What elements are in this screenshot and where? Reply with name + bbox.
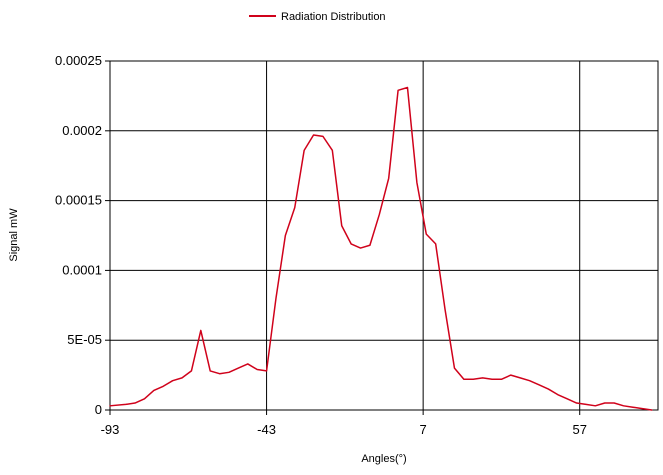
y-tick-label: 5E-05	[67, 332, 102, 347]
y-tick-label: 0	[95, 402, 102, 417]
plot-frame	[110, 61, 658, 410]
series-line-radiation-distribution	[110, 88, 652, 410]
y-axis: 0 5E-05 0.0001 0.00015 0.0002 0.00025	[55, 53, 110, 417]
x-axis-title: Angles(°)	[361, 453, 406, 465]
y-tick-label: 0.0001	[62, 262, 102, 277]
x-tick-label: 7	[420, 422, 427, 437]
x-tick-label: 57	[572, 422, 586, 437]
y-tick-label: 0.00025	[55, 53, 102, 68]
legend: Radiation Distribution	[249, 11, 386, 23]
y-tick-label: 0.0002	[62, 123, 102, 138]
legend-label: Radiation Distribution	[281, 11, 386, 23]
y-axis-title: Signal mW	[8, 208, 20, 262]
x-tick-label: -43	[257, 422, 276, 437]
x-axis: -93 -43 7 57	[101, 410, 587, 437]
y-tick-label: 0.00015	[55, 193, 102, 208]
series-layer	[110, 88, 652, 410]
grid	[110, 61, 658, 410]
x-tick-label: -93	[101, 422, 120, 437]
